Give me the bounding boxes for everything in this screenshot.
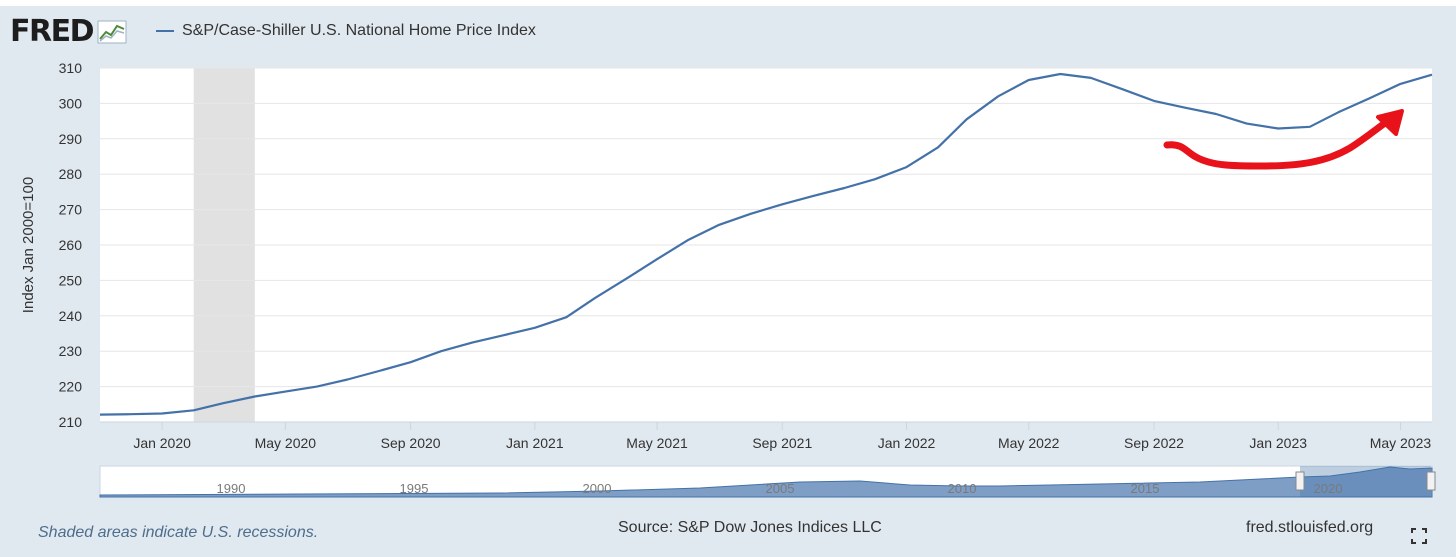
fullscreen-icon[interactable] [1410,527,1428,545]
legend-swatch [156,30,174,32]
top-bar [0,0,1456,6]
hand-drawn-arrow-annotation [1163,114,1396,170]
y-tick-label: 260 [59,237,83,253]
y-tick-label: 240 [59,308,83,324]
y-tick-label: 210 [59,414,83,430]
navigator-year-label: 1995 [400,481,429,496]
fred-logo[interactable]: FRED [10,14,127,50]
hand-drawn-arrow-head [1376,109,1404,136]
y-tick-label: 310 [59,60,83,76]
y-tick-label: 300 [59,95,83,111]
x-tick-label: May 2021 [626,435,688,451]
y-tick-label: 250 [59,272,83,288]
y-axis-label: Index Jan 2000=100 [20,177,37,313]
navigator-year-label: 2010 [948,481,977,496]
navigator-right-handle[interactable] [1426,471,1436,491]
x-tick-label: Jan 2021 [506,435,564,451]
x-tick-label: May 2020 [255,435,317,451]
y-tick-label: 290 [59,131,83,147]
x-tick-label: Sep 2020 [381,435,441,451]
line-graph-icon [97,20,127,44]
x-tick-label: May 2023 [1370,435,1432,451]
y-tick-label: 280 [59,166,83,182]
x-tick-label: Jan 2023 [1249,435,1307,451]
navigator-year-label: 1990 [217,481,246,496]
chart-legend: S&P/Case-Shiller U.S. National Home Pric… [156,22,536,40]
y-tick-label: 230 [59,343,83,359]
navigator-year-label: 2005 [766,481,795,496]
series-line [99,72,1433,416]
x-tick-label: Jan 2022 [878,435,936,451]
recession-note: Shaded areas indicate U.S. recessions. [38,524,319,541]
site-link[interactable]: fred.stlouisfed.org [1246,519,1374,536]
navigator-area [99,466,1433,498]
navigator-year-label: 2015 [1131,481,1160,496]
navigator-year-label: 2020 [1314,481,1343,496]
x-tick-label: Sep 2021 [752,435,812,451]
navigator-selection[interactable] [1300,466,1431,497]
x-tick-label: May 2022 [998,435,1060,451]
navigator-year-label: 2000 [583,481,612,496]
range-navigator[interactable]: 1990 1995 2000 2005 2010 2015 2020 [99,465,1436,498]
x-tick-label: Sep 2022 [1124,435,1184,451]
source-text: Source: S&P Dow Jones Indices LLC [618,519,882,536]
x-tick-label: Jan 2020 [133,435,191,451]
navigator-left-handle[interactable] [1295,471,1305,491]
legend-series-label: S&P/Case-Shiller U.S. National Home Pric… [182,22,536,39]
y-tick-label: 270 [59,202,83,218]
y-tick-label: 220 [59,379,83,395]
fred-logo-text: FRED [10,14,95,49]
